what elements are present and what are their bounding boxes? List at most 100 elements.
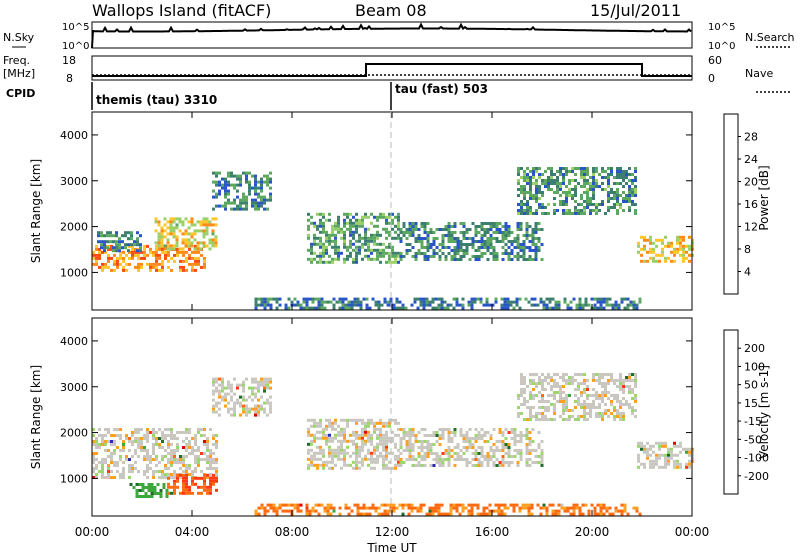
heatmap-cell	[595, 394, 598, 397]
heatmap-cell	[405, 434, 409, 437]
heatmap-cell	[191, 446, 194, 449]
heatmap-cell	[553, 173, 556, 176]
heatmap-cell	[528, 458, 532, 461]
heatmap-cell	[569, 512, 573, 516]
heatmap-cell	[137, 253, 140, 257]
heatmap-cell	[610, 400, 613, 403]
heatmap-cell	[373, 224, 376, 228]
heatmap-cell	[541, 206, 544, 209]
heatmap-cell	[419, 509, 423, 513]
heatmap-cell	[523, 170, 526, 173]
heatmap-cell	[399, 258, 403, 261]
heatmap-cell	[504, 252, 508, 255]
heatmap-cell	[370, 221, 373, 225]
heatmap-cell	[307, 248, 310, 252]
heatmap-cell	[616, 173, 619, 176]
heatmap-cell	[170, 452, 173, 455]
heatmap-cell	[221, 395, 224, 399]
heatmap-cell	[302, 300, 306, 304]
heatmap-cell	[523, 173, 526, 176]
heatmap-cell	[185, 455, 188, 458]
heatmap-cell	[503, 297, 507, 301]
heatmap-cell	[331, 421, 334, 425]
heatmap-cell	[631, 179, 634, 182]
heatmap-cell	[550, 385, 553, 388]
heatmap-cell	[408, 231, 412, 234]
heatmap-cell	[146, 464, 149, 467]
heatmap-cell	[670, 450, 673, 454]
heatmap-cell	[520, 191, 523, 194]
heatmap-cell	[269, 180, 272, 184]
heatmap-cell	[568, 376, 571, 379]
heatmap-cell	[598, 379, 601, 382]
heatmap-cell	[373, 460, 376, 464]
heatmap-cell	[518, 506, 522, 510]
heatmap-cell	[361, 242, 364, 246]
heatmap-cell	[349, 254, 352, 258]
heatmap-cell	[530, 506, 534, 510]
heatmap-cell	[119, 437, 122, 440]
heatmap-cell	[559, 391, 562, 394]
heatmap-cell	[458, 303, 462, 307]
heatmap-cell	[163, 235, 167, 239]
heatmap-cell	[423, 428, 427, 431]
nsearch-tick-bottom: 10^0	[708, 41, 735, 52]
heatmap-cell	[535, 212, 538, 215]
heatmap-cell	[688, 450, 691, 454]
heatmap-cell	[628, 388, 631, 391]
heatmap-cell	[562, 409, 565, 412]
heatmap-cell	[495, 237, 499, 240]
heatmap-cell	[184, 238, 188, 242]
heatmap-cell	[504, 428, 508, 431]
heatmap-cell	[541, 212, 544, 215]
heatmap-cell	[101, 268, 104, 272]
heatmap-cell	[459, 455, 463, 458]
heatmap-cell	[331, 451, 334, 455]
heatmap-cell	[544, 182, 547, 185]
heatmap-cell	[356, 503, 360, 507]
heatmap-cell	[176, 479, 179, 483]
heatmap-cell	[489, 455, 493, 458]
heatmap-cell	[203, 482, 206, 486]
heatmap-cell	[211, 241, 215, 245]
heatmap-cell	[388, 251, 391, 255]
heatmap-cell	[480, 252, 484, 255]
heatmap-cell	[566, 306, 570, 310]
heatmap-cell	[358, 460, 361, 464]
heatmap-cell	[150, 483, 154, 486]
heatmap-cell	[208, 223, 212, 227]
heatmap-cell	[583, 373, 586, 376]
heatmap-cell	[328, 233, 331, 237]
heatmap-cell	[161, 247, 164, 251]
heatmap-cell	[462, 231, 466, 234]
heatmap-cell	[519, 434, 523, 437]
heatmap-cell	[547, 406, 550, 409]
heatmap-cell	[682, 238, 685, 242]
heatmap-cell	[358, 245, 361, 249]
heatmap-cell	[586, 197, 589, 200]
heatmap-cell	[450, 237, 454, 240]
heatmap-cell	[158, 262, 161, 266]
heatmap-cell	[175, 223, 179, 227]
heatmap-cell	[423, 255, 427, 258]
heatmap-cell	[122, 470, 125, 473]
heatmap-cell	[550, 379, 553, 382]
heatmap-cell	[257, 407, 260, 411]
heatmap-cell	[121, 240, 124, 244]
heatmap-cell	[397, 260, 400, 264]
heatmap-cell	[367, 257, 370, 261]
heatmap-cell	[541, 418, 544, 421]
heatmap-cell	[163, 217, 167, 221]
heatmap-cell	[535, 415, 538, 418]
heatmap-cell	[203, 434, 206, 437]
heatmap-cell	[380, 503, 384, 507]
heatmap-cell	[616, 200, 619, 203]
heatmap-cell	[167, 259, 170, 263]
heatmap-cell	[426, 237, 430, 240]
heatmap-cell	[391, 439, 394, 443]
heatmap-cell	[422, 300, 426, 304]
heatmap-cell	[166, 241, 170, 245]
heatmap-cell	[429, 434, 433, 437]
heatmap-cell	[116, 256, 119, 260]
heatmap-cell	[325, 245, 328, 249]
